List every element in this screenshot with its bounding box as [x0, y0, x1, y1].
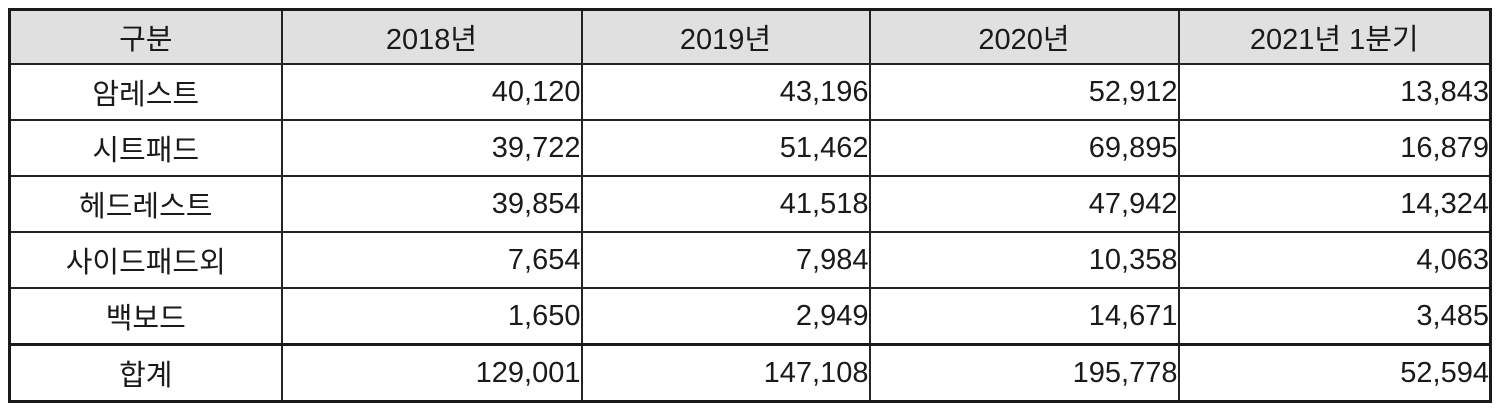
table-cell: 7,984 — [580, 231, 871, 289]
column-header-2021q1: 2021년 1분기 — [1177, 8, 1492, 65]
table-cell: 14,324 — [1177, 175, 1492, 233]
table-cell: 51,462 — [580, 119, 871, 177]
table-cell: 1,650 — [280, 287, 583, 346]
table-cell: 3,485 — [1177, 287, 1492, 346]
table-row-total: 합계 129,001 147,108 195,778 52,594 — [8, 343, 1492, 403]
column-header-category: 구분 — [8, 8, 283, 65]
table-cell: 13,843 — [1177, 63, 1492, 121]
table-cell: 39,854 — [280, 175, 583, 233]
table-cell: 52,912 — [868, 63, 1180, 121]
table-cell: 16,879 — [1177, 119, 1492, 177]
table-row-armrest: 암레스트 40,120 43,196 52,912 13,843 — [8, 63, 1492, 121]
row-label: 암레스트 — [8, 63, 283, 121]
table-cell: 4,063 — [1177, 231, 1492, 289]
table-row-seatpad: 시트패드 39,722 51,462 69,895 16,879 — [8, 119, 1492, 177]
table-cell: 2,949 — [580, 287, 871, 346]
table-cell-total: 195,778 — [868, 343, 1180, 403]
table-row-backboard: 백보드 1,650 2,949 14,671 3,485 — [8, 287, 1492, 346]
row-label: 시트패드 — [8, 119, 283, 177]
table-cell: 41,518 — [580, 175, 871, 233]
column-header-2019: 2019년 — [580, 8, 871, 65]
row-label-total: 합계 — [8, 343, 283, 403]
column-header-2018: 2018년 — [280, 8, 583, 65]
row-label: 백보드 — [8, 287, 283, 346]
table-cell: 7,654 — [280, 231, 583, 289]
table-cell: 14,671 — [868, 287, 1180, 346]
row-label: 사이드패드외 — [8, 231, 283, 289]
table-cell-total: 129,001 — [280, 343, 583, 403]
table-cell-total: 52,594 — [1177, 343, 1492, 403]
data-table: 구분 2018년 2019년 2020년 2021년 1분기 암레스트 40,1… — [8, 8, 1492, 403]
table-cell: 47,942 — [868, 175, 1180, 233]
table-cell: 40,120 — [280, 63, 583, 121]
table-row-headrest: 헤드레스트 39,854 41,518 47,942 14,324 — [8, 175, 1492, 233]
table-cell: 69,895 — [868, 119, 1180, 177]
table-cell-total: 147,108 — [580, 343, 871, 403]
table-cell: 43,196 — [580, 63, 871, 121]
table-header-row: 구분 2018년 2019년 2020년 2021년 1분기 — [8, 8, 1492, 65]
table-cell: 39,722 — [280, 119, 583, 177]
row-label: 헤드레스트 — [8, 175, 283, 233]
table-cell: 10,358 — [868, 231, 1180, 289]
table-row-sidepad: 사이드패드외 7,654 7,984 10,358 4,063 — [8, 231, 1492, 289]
column-header-2020: 2020년 — [868, 8, 1180, 65]
